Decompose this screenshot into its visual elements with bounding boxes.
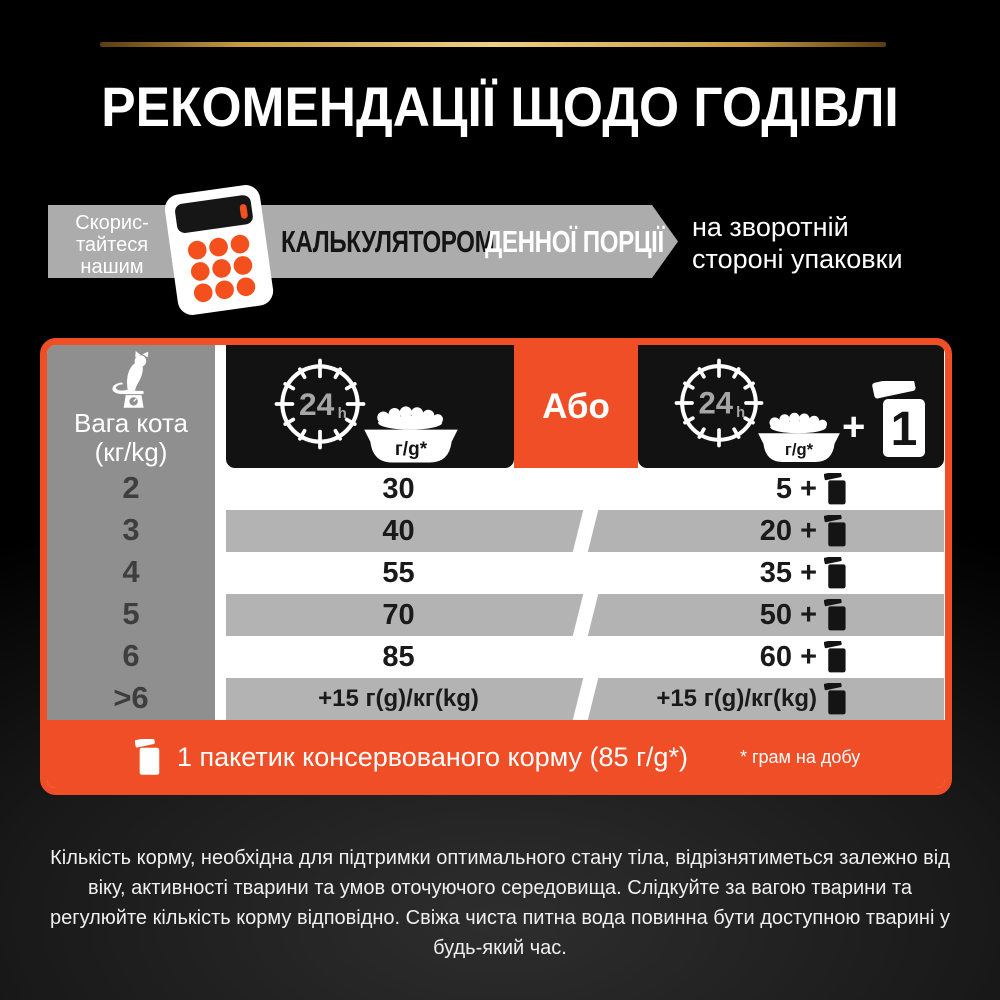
weight-value: 3 <box>122 512 140 547</box>
feeding-table: Вага кота (кг/kg) 2 3 4 5 6 >6 <box>40 338 952 795</box>
plus-sign: + <box>842 405 866 449</box>
banner-suffix-text: на зворотній стороні упаковки <box>692 211 903 276</box>
dry-amount: 40 <box>382 514 415 547</box>
weight-value: 2 <box>122 470 140 505</box>
wet-food-pouch-icon <box>824 640 846 672</box>
banner-prefix-line: нашим <box>80 256 144 278</box>
dry-amount: +15 г(g)/кг(kg) <box>318 685 479 712</box>
dry-amount: 55 <box>382 556 415 589</box>
food-bowl-icon: г/g* <box>758 412 840 462</box>
banner-suffix-line: стороні упаковки <box>692 244 903 275</box>
calculator-icon <box>162 182 276 318</box>
mixed-amount: 35 + <box>760 552 849 594</box>
svg-text:h: h <box>736 405 745 421</box>
weight-value: 4 <box>122 554 140 589</box>
wet-food-pouch-icon <box>824 472 846 504</box>
table-row: 85 60 + <box>226 636 944 678</box>
svg-text:г/g*: г/g* <box>395 439 428 460</box>
dry-amount: 70 <box>382 598 415 631</box>
page-title: РЕКОМЕНДАЦІЇ ЩОДО ГОДІВЛІ <box>101 75 899 138</box>
mixed-amount: 5 + <box>776 468 849 510</box>
cat-on-scale-icon <box>112 351 149 408</box>
mixed-amount: 60 + <box>760 636 849 678</box>
svg-text:г/g*: г/g* <box>785 440 814 459</box>
banner-prefix-line: Скорис- <box>75 212 149 234</box>
calculator-banner <box>48 205 678 278</box>
mixed-amount: +15 г(g)/кг(kg) <box>656 678 849 720</box>
gold-divider <box>100 42 886 47</box>
mixed-amount: 20 + <box>760 510 849 552</box>
weight-value: 6 <box>122 638 140 673</box>
table-row: 30 5 + <box>226 468 944 510</box>
food-bowl-icon: г/g* <box>364 406 458 463</box>
banner-label-daily-portion: ДЕННОЇ ПОРЦІЇ <box>485 224 664 259</box>
banner-prefix-text: Скорис- тайтеся нашим <box>52 212 172 278</box>
footer-pouch-note: 1 пакетик консервованого корму (85 г/g*) <box>177 742 688 772</box>
weight-column: Вага кота (кг/kg) 2 3 4 5 6 >6 <box>47 345 215 720</box>
weight-value: 5 <box>122 596 140 631</box>
svg-text:1: 1 <box>891 403 918 456</box>
dry-food-header: 24 h г/g* <box>226 345 514 468</box>
wet-food-pouch-icon <box>824 556 846 588</box>
or-cell: Або <box>514 345 638 468</box>
table-row: 70 50 + <box>226 594 944 636</box>
dry-amount: 30 <box>382 472 415 505</box>
svg-text:24: 24 <box>299 386 335 422</box>
weight-column-label: Вага кота (кг/kg) <box>73 407 189 467</box>
table-row: +15 г(g)/кг(kg) +15 г(g)/кг(kg) <box>226 678 944 720</box>
dry-amount: 85 <box>382 640 415 673</box>
wet-food-pouch-icon <box>824 598 846 630</box>
banner-suffix-line: на зворотній <box>692 212 849 242</box>
wet-food-pouch-icon <box>135 738 160 775</box>
weight-value: >6 <box>113 680 149 715</box>
banner-label-calculator: КАЛЬКУЛЯТОРОМ <box>281 224 495 259</box>
banner-prefix-line: тайтеся <box>75 234 149 256</box>
mixed-amount: 50 + <box>760 594 849 636</box>
wet-food-pouch-icon <box>824 682 846 714</box>
24h-clock-icon: 24 h <box>674 358 764 448</box>
wet-food-pouch-icon <box>824 514 846 546</box>
mixed-feeding-header: 24 h г/g* + 1 <box>638 345 944 468</box>
24h-clock-icon: 24 h <box>274 358 366 450</box>
svg-text:h: h <box>338 405 347 422</box>
svg-text:24: 24 <box>698 386 733 421</box>
table-footer: 1 пакетик консервованого корму (85 г/g*)… <box>47 720 945 788</box>
disclaimer-text: Кількість корму, необхідна для підтримки… <box>50 847 950 959</box>
footer-grams-note: * грам на добу <box>739 747 861 767</box>
table-row: 40 20 + <box>226 510 944 552</box>
wet-food-pouch-icon: 1 <box>872 381 925 457</box>
weight-column-header: Вага кота (кг/kg) <box>47 345 215 467</box>
table-row: 55 35 + <box>226 552 944 594</box>
